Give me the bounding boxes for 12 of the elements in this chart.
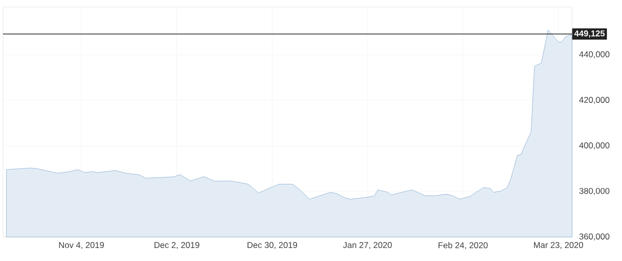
y-tick-label: 400,000 — [579, 142, 610, 150]
x-tick-label: Mar 23, 2020 — [534, 242, 584, 250]
y-tick-label: 360,000 — [579, 233, 610, 240]
x-tick-label: Jan 27, 2020 — [343, 242, 392, 250]
y-tick-label: 380,000 — [579, 188, 610, 195]
x-tick-label: Dec 2, 2019 — [154, 242, 200, 250]
x-tick-label: Dec 30, 2019 — [248, 242, 298, 250]
x-tick-label: Nov 4, 2019 — [59, 242, 104, 250]
y-tick-label: 440,000 — [579, 51, 610, 58]
y-tick-label: 420,000 — [579, 96, 610, 104]
x-tick-label: Feb 24, 2020 — [438, 242, 488, 250]
ref-line-label: 449,125 — [574, 30, 605, 38]
